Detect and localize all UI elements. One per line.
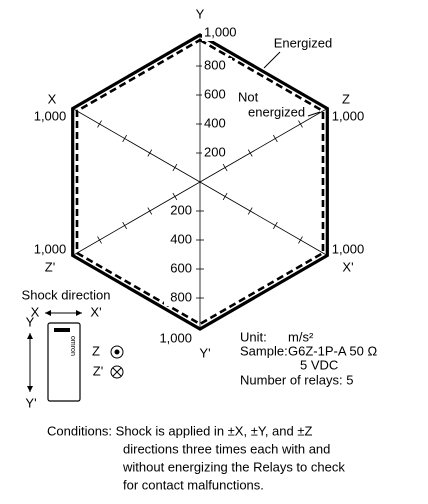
out-of-page: [110, 345, 124, 359]
scale-label: 1,000: [159, 330, 192, 345]
axis-tick: [97, 120, 102, 128]
axis-label: Y: [196, 6, 205, 21]
label-backing: [164, 232, 194, 248]
axis-tick: [247, 207, 253, 215]
scale-label: 800: [204, 57, 226, 72]
label-backing: [202, 58, 232, 74]
axis-label: X: [48, 91, 57, 106]
axis-line: [74, 109, 326, 255]
corner-label: 1,000: [34, 108, 67, 123]
energized-outline: [71, 33, 329, 331]
axis-tick: [247, 149, 253, 157]
shock-label: Y: [26, 314, 35, 329]
axis-tick: [172, 163, 178, 172]
relay-brand: omron: [69, 336, 76, 356]
axis-label: Z': [45, 259, 55, 274]
scale-label: 400: [170, 231, 192, 246]
label-backing: [164, 261, 194, 277]
shock-label: Y': [25, 395, 36, 410]
axis-label: Z: [342, 91, 350, 106]
corner-label: 1,000: [34, 241, 67, 256]
corner-label: 1,000: [332, 108, 365, 123]
axis-tick: [97, 236, 102, 244]
shock-label: Z: [92, 343, 100, 358]
label-backing: [164, 290, 194, 306]
condition-line: for contact malfunctions.: [123, 477, 264, 492]
axis-label: Y': [199, 345, 210, 360]
scale-label: 600: [170, 260, 192, 275]
axis-tick: [147, 149, 153, 157]
shock-label: X: [31, 304, 40, 319]
corner-label: 1,000: [332, 241, 365, 256]
scale-label: 1,000: [204, 24, 237, 39]
scale-label: 200: [204, 144, 226, 159]
info-label: Sample:: [240, 343, 288, 358]
relay-body: [47, 322, 81, 402]
axis-tick: [298, 120, 303, 128]
relay-mark: [54, 328, 70, 332]
info-value: Number of relays: 5: [240, 372, 353, 387]
shock-label: Z': [93, 363, 103, 378]
label-backing: [164, 203, 194, 219]
radar-geometry: [71, 33, 329, 331]
shock-label: X': [90, 304, 101, 319]
info-value: G6Z-1P-A 50 Ω: [288, 343, 377, 358]
axis-tick: [147, 207, 153, 215]
condition-line: without energizing the Relays to check: [122, 459, 345, 474]
legend-label: Not: [238, 89, 259, 104]
legend-arrow: [263, 51, 281, 69]
info-label: Unit:: [240, 329, 267, 344]
into-page-cross: [112, 367, 122, 377]
condition-line: directions three times each with and: [123, 441, 330, 456]
axis-tick: [222, 163, 228, 172]
not-energized-outline: [75, 38, 325, 326]
legend-label: energized: [248, 104, 305, 119]
label-backing: [202, 145, 232, 161]
label-backing: [202, 116, 232, 132]
axis-tick: [222, 192, 228, 201]
axis-tick: [122, 134, 128, 143]
info-value: 5 VDC: [300, 357, 338, 372]
shock-title: Shock direction: [22, 287, 111, 302]
axis-label: X': [342, 259, 353, 274]
label-backing: [202, 25, 232, 41]
scale-label: 200: [170, 202, 192, 217]
arrow-head: [27, 333, 33, 392]
label-backing: [202, 87, 232, 103]
condition-line: Conditions: Shock is applied in ±X, ±Y, …: [47, 423, 312, 438]
axis-tick: [298, 236, 303, 244]
out-of-page-dot: [114, 349, 120, 355]
legend-arrow: [307, 111, 321, 117]
into-page: [110, 365, 124, 379]
axis-tick: [272, 221, 278, 230]
axis-tick: [172, 192, 178, 201]
legend-label: Energized: [274, 35, 333, 50]
info-value: m/s²: [288, 329, 314, 344]
axis-tick: [122, 221, 128, 230]
label-backing: [164, 331, 194, 347]
scale-label: 800: [170, 289, 192, 304]
axis-tick: [272, 134, 278, 143]
scale-label: 600: [204, 86, 226, 101]
scale-label: 400: [204, 115, 226, 130]
